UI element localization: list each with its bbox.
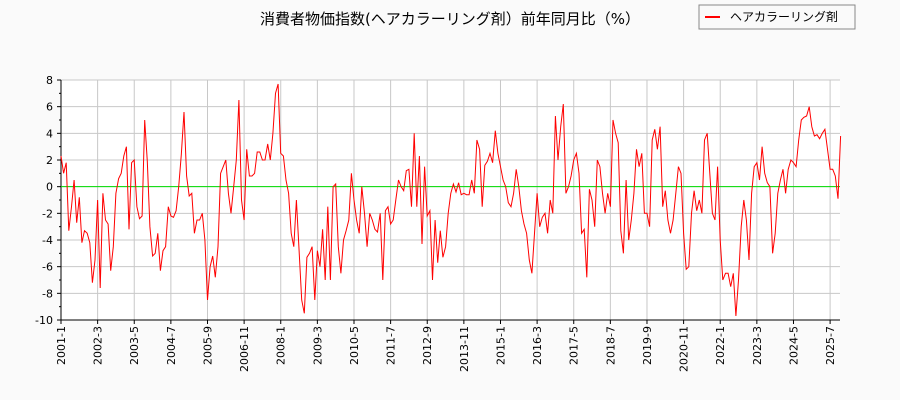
grid — [60, 79, 840, 321]
x-tick-label: 2023-3 — [751, 326, 764, 365]
x-tick-label: 2009-3 — [311, 326, 324, 365]
y-tick-label: -4 — [42, 234, 53, 247]
x-tick-label: 2016-3 — [531, 326, 544, 365]
x-tick-label: 2015-1 — [494, 326, 507, 365]
x-tick-label: 2010-5 — [348, 326, 361, 365]
x-tick-label: 2004-7 — [165, 326, 178, 365]
x-tick-label: 2002-3 — [92, 326, 105, 365]
x-tick-label: 2001-1 — [55, 326, 68, 365]
x-tick-label: 2011-7 — [385, 326, 398, 365]
x-tick-label: 2020-11 — [678, 326, 691, 372]
legend: ヘアカラーリング剤 — [698, 4, 856, 30]
x-tick-label: 2012-9 — [421, 326, 434, 365]
y-tick-label: -6 — [42, 261, 53, 274]
series-line — [60, 83, 842, 317]
x-tick-label: 2017-5 — [568, 326, 581, 365]
y-tick-label: -2 — [42, 207, 53, 220]
y-tick-label: 4 — [46, 127, 53, 140]
y-tick-label: 0 — [46, 181, 53, 194]
legend-box — [698, 4, 856, 30]
plot-area — [60, 83, 842, 317]
y-tick-label: -8 — [42, 287, 53, 300]
x-tick-label: 2018-7 — [604, 326, 617, 365]
x-tick-label: 2005-9 — [201, 326, 214, 365]
y-tick-label: -10 — [35, 314, 53, 327]
plot-background — [61, 80, 840, 320]
x-tick-label: 2019-9 — [641, 326, 654, 365]
chart-title: 消費者物価指数(ヘアカラーリング剤）前年同月比（%） — [260, 10, 640, 28]
x-tick-label: 2022-1 — [714, 326, 727, 365]
x-tick-label: 2008-1 — [275, 326, 288, 365]
y-tick-label: 6 — [46, 101, 53, 114]
x-tick-label: 2024-5 — [787, 326, 800, 365]
x-tick-label: 2003-5 — [128, 326, 141, 365]
y-tick-label: 8 — [46, 74, 53, 87]
x-tick-label: 2013-11 — [458, 326, 471, 372]
x-tick-label: 2025-7 — [824, 326, 837, 365]
legend-label: ヘアカラーリング剤 — [730, 9, 838, 24]
y-tick-label: 2 — [46, 154, 53, 167]
x-tick-label: 2006-11 — [238, 326, 251, 372]
